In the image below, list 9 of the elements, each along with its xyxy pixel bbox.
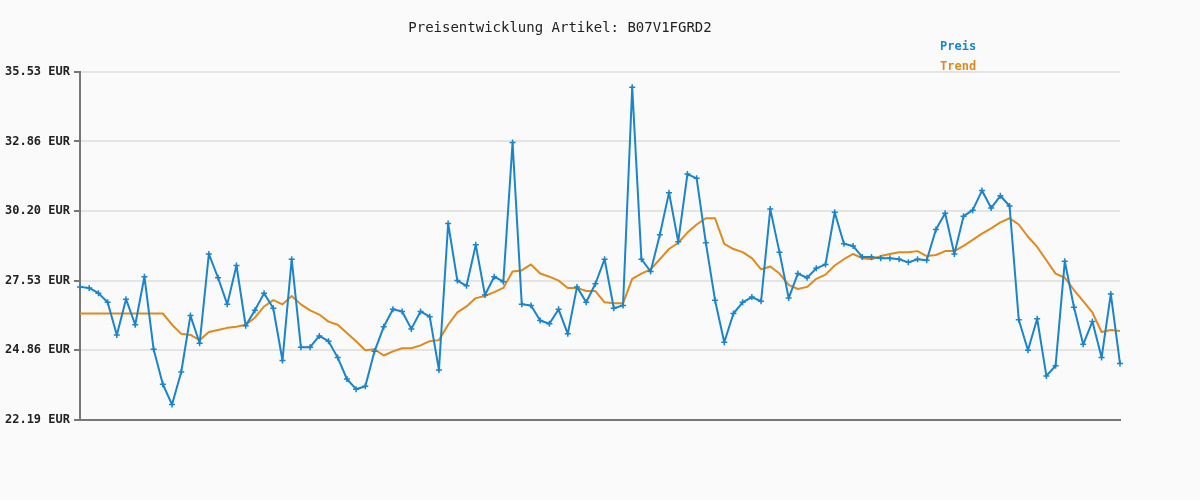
y-tick-label: 24.86 EUR [4,342,71,357]
text: Preis [940,39,977,54]
y-tick-label: 35.53 EUR [4,63,71,78]
y-tick-label: 22.19 EUR [4,412,71,427]
y-tick-label: 30.20 EUR [4,203,71,218]
y-tick-label: 32.86 EUR [4,133,71,148]
text: Trend [940,59,977,74]
y-tick-label: 27.53 EUR [4,272,71,287]
chart-title: Preisentwicklung Artikel: B07V1FGRD2 [408,19,712,36]
